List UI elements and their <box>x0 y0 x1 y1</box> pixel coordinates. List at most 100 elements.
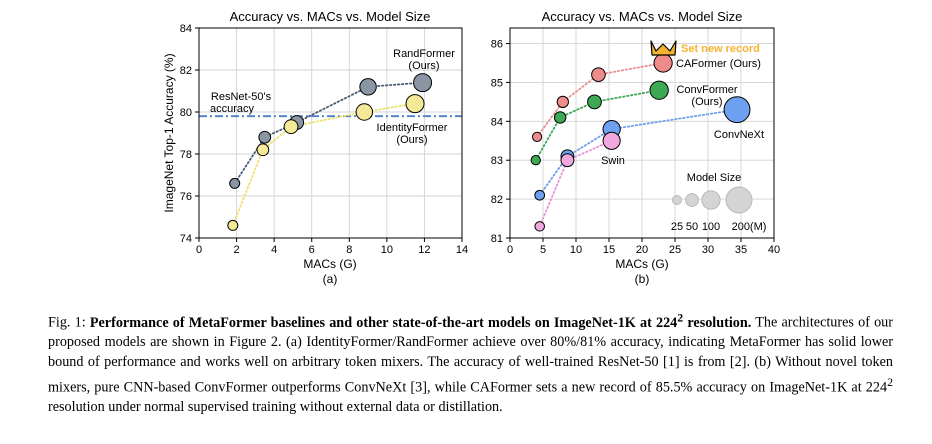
chart-b-points <box>530 53 751 232</box>
data-point <box>530 155 541 166</box>
x-tick-label: 15 <box>603 244 615 256</box>
y-tick-label: 76 <box>180 191 192 203</box>
y-tick-label: 78 <box>180 149 192 161</box>
resnet-label-line2: accuracy <box>210 103 255 115</box>
caformer-label: CAFormer (Ours) <box>676 58 761 70</box>
x-tick-label: 40 <box>768 244 780 256</box>
data-point <box>653 53 673 73</box>
data-point <box>723 96 751 124</box>
data-point <box>359 78 377 96</box>
randformer-label-line2: (Ours) <box>408 60 439 72</box>
caption-prefix: Fig. 1: <box>48 314 90 331</box>
size-legend-label-100: 100 <box>702 221 720 233</box>
x-tick-label: 35 <box>735 244 747 256</box>
data-point <box>283 119 299 135</box>
y-tick-label: 80 <box>180 107 192 119</box>
data-point <box>587 94 602 110</box>
x-tick-label: 10 <box>381 244 393 256</box>
data-point <box>405 94 425 114</box>
chart-a-ticks: 0 2 4 6 8 10 12 14 74 76 78 80 82 84 <box>180 23 468 256</box>
data-point <box>560 153 575 168</box>
caption-bold-superscript: 2 <box>677 310 684 324</box>
x-tick-label: 0 <box>196 244 202 256</box>
caption-body-end: resolution under normal supervised train… <box>48 398 503 415</box>
data-point <box>602 131 621 150</box>
chart-b-title: Accuracy vs. MACs vs. Model Size <box>542 9 743 24</box>
data-point <box>258 130 272 144</box>
y-tick-label: 74 <box>180 233 192 245</box>
size-legend-label-200: 200(M) <box>732 221 767 233</box>
x-tick-label: 25 <box>669 244 681 256</box>
series-trend-line <box>534 89 661 162</box>
y-tick-label: 85 <box>491 77 503 89</box>
x-tick-label: 14 <box>456 244 468 256</box>
chart-b-ticks: 0 5 10 15 20 25 30 35 40 81 82 83 84 85 86 <box>491 39 780 256</box>
data-point <box>534 221 545 232</box>
chart-a-points <box>227 73 433 231</box>
data-point <box>531 131 543 142</box>
chart-a-ylabel: ImageNet Top-1 Accuracy (%) <box>162 53 176 212</box>
convformer-label-line1: ConvFormer <box>676 84 737 96</box>
chart-a-frame <box>198 27 463 239</box>
caption-bold-text: Performance of MetaFormer baselines and … <box>89 314 678 331</box>
y-tick-label: 82 <box>491 194 503 206</box>
data-point <box>556 95 569 109</box>
size-legend-circle <box>672 195 682 205</box>
data-point <box>591 67 606 82</box>
x-tick-label: 30 <box>702 244 714 256</box>
x-tick-label: 0 <box>507 244 513 256</box>
x-tick-label: 2 <box>234 244 240 256</box>
size-legend-label-50: 50 <box>686 221 698 233</box>
x-tick-label: 5 <box>540 244 546 256</box>
size-legend-label-25: 25 <box>671 221 683 233</box>
figure-caption: Fig. 1: Performance of MetaFormer baseli… <box>48 308 893 417</box>
resnet-label-line1: ResNet-50's <box>211 91 272 103</box>
data-point <box>553 111 567 124</box>
chart-panel-a: Accuracy vs. MACs vs. Model Size 0 2 4 6 8 10… <box>162 9 468 286</box>
size-legend-circle <box>701 190 721 210</box>
convnext-label: ConvNeXt <box>714 129 764 141</box>
data-point <box>413 73 433 93</box>
swin-label: Swin <box>601 155 625 167</box>
convformer-label-line2: (Ours) <box>691 96 722 108</box>
chart-a-xlabel: MACs (G) <box>303 257 356 271</box>
model-size-legend <box>672 186 753 214</box>
data-point <box>355 103 374 121</box>
series-trend-line <box>538 108 738 197</box>
new-record-label: Set new record <box>681 43 760 55</box>
data-point <box>227 219 239 231</box>
chart-b-panel-label: (b) <box>635 272 650 286</box>
chart-a-title: Accuracy vs. MACs vs. Model Size <box>230 9 431 24</box>
chart-b-xlabel: MACs (G) <box>615 257 668 271</box>
randformer-label-line1: RandFormer <box>393 48 455 60</box>
crown-icon <box>650 40 677 56</box>
x-tick-label: 8 <box>346 244 352 256</box>
data-point <box>256 143 270 157</box>
caption-body: The architectures of our proposed models… <box>48 314 894 396</box>
data-point <box>229 177 241 189</box>
y-tick-label: 84 <box>491 116 503 128</box>
y-tick-label: 84 <box>180 23 192 35</box>
caption-body-superscript: 2 <box>887 374 893 389</box>
y-tick-label: 83 <box>491 155 503 167</box>
identityformer-label-line2: (Ours) <box>396 134 427 146</box>
chart-panel-b: Accuracy vs. MACs vs. Model Size 0 5 10 15 2… <box>491 9 780 286</box>
data-point <box>534 189 546 201</box>
x-tick-label: 12 <box>418 244 430 256</box>
caption-bold-lead: Performance of MetaFormer baselines and … <box>89 310 752 331</box>
x-tick-label: 10 <box>570 244 582 256</box>
series-trend-line <box>536 62 665 138</box>
size-legend-circle <box>725 186 753 214</box>
y-tick-label: 86 <box>491 39 503 51</box>
identityformer-label-line1: IdentityFormer <box>377 122 448 134</box>
size-legend-circle <box>685 193 699 207</box>
figure-charts: Accuracy vs. MACs vs. Model Size 0 2 4 6 8 10… <box>162 9 780 286</box>
data-point <box>649 80 669 100</box>
model-size-title: Model Size <box>687 172 741 184</box>
x-tick-label: 20 <box>636 244 648 256</box>
y-tick-label: 82 <box>180 65 192 77</box>
x-tick-label: 4 <box>271 244 277 256</box>
x-tick-label: 6 <box>309 244 315 256</box>
caption-bold-end: resolution. <box>683 314 752 331</box>
y-tick-label: 81 <box>491 233 503 245</box>
